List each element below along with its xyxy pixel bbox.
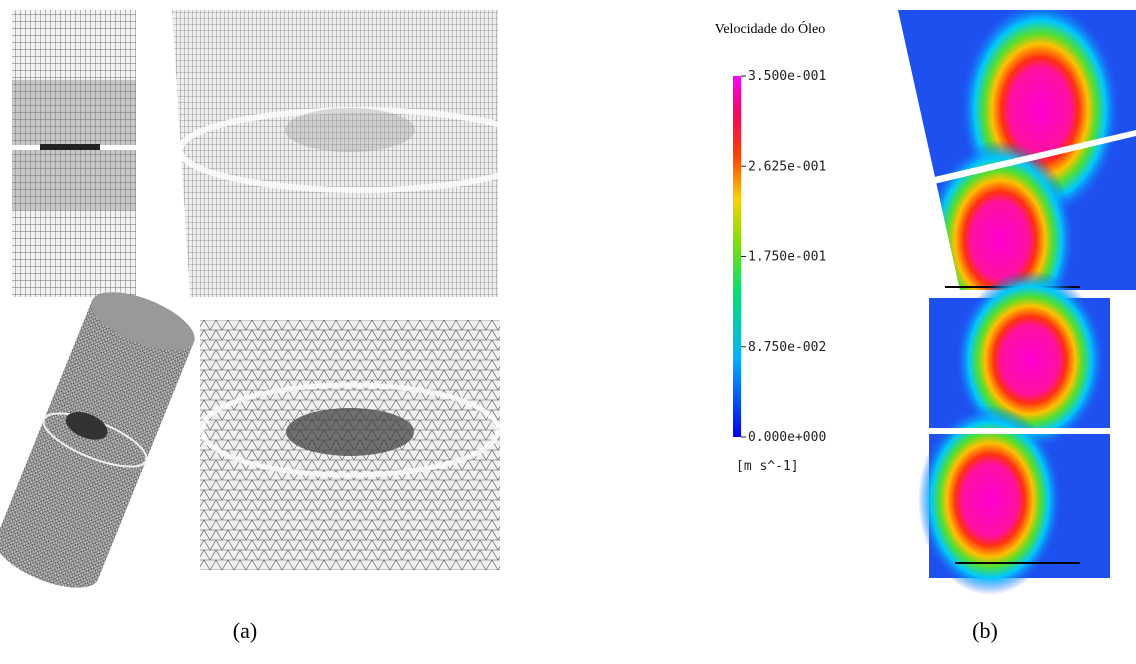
panel-label: (a) — [233, 618, 257, 643]
tick-label: 8.750e-002 — [748, 340, 826, 355]
tick-label: 2.625e-001 — [748, 159, 826, 174]
contour-images — [898, 10, 1136, 595]
mesh-images — [0, 10, 543, 588]
colorbar-title: Velocidade do Óleo — [715, 20, 825, 37]
tick-label: 0.000e+000 — [748, 430, 826, 445]
colorbar — [733, 76, 741, 437]
panel-label: (b) — [972, 618, 998, 643]
tick-label: 1.750e-001 — [748, 250, 826, 265]
tick-label: 3.500e-001 — [748, 69, 826, 84]
colorbar-ticks: 3.500e-001 2.625e-001 1.750e-001 8.750e-002… — [741, 69, 826, 445]
colorbar-unit: [m s^-1] — [736, 459, 799, 474]
